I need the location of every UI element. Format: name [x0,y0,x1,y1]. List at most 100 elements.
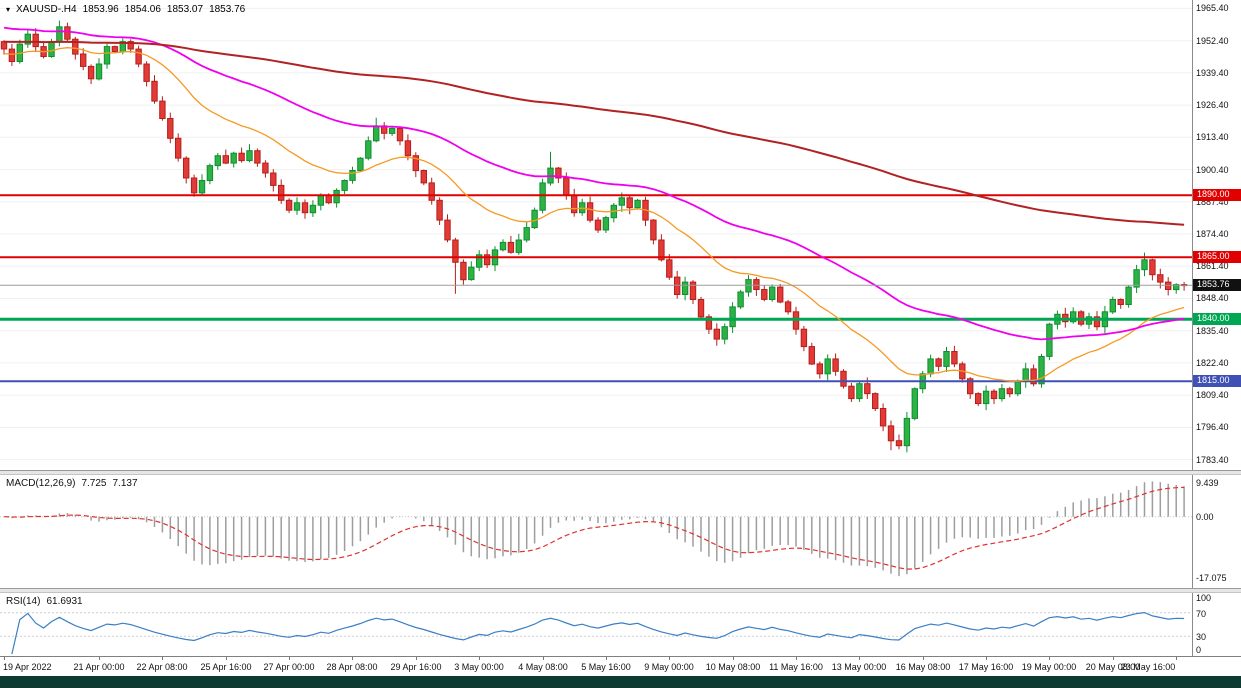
time-tick [733,657,734,660]
candle-down [594,217,602,233]
candle-up [365,136,372,161]
time-label: 22 Apr 08:00 [136,662,188,672]
rsi-label: RSI(14) 61.6931 [6,596,83,607]
candle-down [713,323,720,346]
candle-down [1117,298,1124,309]
candle-up [357,157,364,172]
candle-down [626,195,633,215]
candle-up [349,166,356,184]
candle-down [404,134,412,161]
candle-down [301,199,309,219]
candle-down [1149,258,1156,281]
candle-down [990,389,998,405]
price-tick: 1965.40 [1196,3,1229,14]
rsi-axis[interactable]: 100 70 30 0 [0,593,1241,656]
candle-down [452,237,459,294]
candle-down [808,342,815,365]
candle-down [436,197,443,225]
time-label: 10 May 08:00 [705,662,761,672]
candle-down [190,174,198,197]
candle-up [1070,307,1077,324]
candle-up [721,323,728,345]
ohlc-close: 1853.76 [209,4,246,15]
candle-up [729,302,736,333]
time-label: 19 May 00:00 [1021,662,1077,672]
candle-down [816,361,823,379]
chart-symbol-timeframe: XAUUSD-.H4 [16,4,77,15]
time-label: 3 May 00:00 [454,662,504,672]
price-chart-canvas[interactable] [0,0,1241,470]
time-label: 9 May 00:00 [644,662,694,672]
candle-down [1006,386,1013,398]
candle-down [705,314,713,334]
candle-down [800,326,808,352]
rsi-name: RSI(14) [6,596,41,607]
panel-splitter-macd[interactable] [0,470,1241,475]
candle-down [975,392,982,407]
candle-up [769,284,776,302]
candle-up [911,387,918,421]
time-tick [1176,657,1177,660]
candle-up [341,179,348,195]
candle-down [278,179,285,204]
macd-axis[interactable]: 9.439 0.00 -17.075 [0,475,1241,588]
candle-up [1125,285,1132,308]
price-tick: 1913.40 [1196,132,1229,143]
time-tick [606,657,607,660]
rsi-value: 61.6931 [46,596,83,607]
macd-signal-value: 7.137 [112,478,138,489]
ma-medium-magenta [3,26,1185,341]
candle-down [697,296,705,319]
macd-canvas[interactable] [0,475,1241,588]
candle-down [879,403,887,432]
candle-down [689,280,697,304]
candle-up [293,197,301,215]
candle-down [159,96,166,121]
time-tick [289,657,290,660]
candle-up [737,289,744,310]
current-price-label: 1853.76 [1193,279,1241,292]
price-tick: 1796.40 [1196,422,1229,433]
time-label: 4 May 08:00 [518,662,568,672]
price-line-label: 1840.00 [1193,313,1241,326]
collapse-icon[interactable]: ▾ [6,5,11,14]
macd-name: MACD(12,26,9) [6,478,76,489]
candle-up [468,261,475,281]
candle-up [681,276,689,301]
time-tick [352,657,353,660]
time-label: 21 Apr 00:00 [73,662,125,672]
candle-up [24,29,32,48]
rsi-canvas[interactable] [0,593,1241,656]
time-label: 13 May 00:00 [831,662,887,672]
bottom-bar [0,676,1241,688]
time-tick [479,657,480,660]
price-tick: 1861.40 [1196,261,1229,272]
candle-down [127,39,134,53]
panel-splitter-rsi[interactable] [0,588,1241,593]
candle-down [650,219,657,245]
price-line-label: 1815.00 [1193,375,1241,388]
candle-up [824,354,831,381]
candle-down [222,149,230,165]
candle-up [1109,296,1116,314]
time-axis[interactable]: 19 Apr 2022 21 Apr 00:00 22 Apr 08:00 25 Ap… [0,656,1241,676]
time-label: 27 Apr 00:00 [263,662,315,672]
price-tick: 1822.40 [1196,357,1229,368]
price-axis[interactable]: 1965.40 1952.40 1939.40 1926.40 1913.40 1900.… [0,0,1241,470]
ma-fast-orange [3,47,1185,382]
time-tick [416,657,417,660]
candle-up [998,384,1006,402]
rsi-tick: 70 [1196,608,1207,619]
candle-up [333,188,340,208]
time-label: 19 Apr 2022 [3,662,52,672]
macd-main-value: 7.725 [81,478,107,489]
candle-down [32,28,39,53]
candle-down [270,169,277,192]
time-tick [543,657,544,660]
ohlc-open: 1853.96 [82,4,119,15]
candle-up [943,346,950,372]
candle-down [872,392,879,411]
price-tick: 1783.40 [1196,454,1229,465]
macd-histogram [11,481,1185,577]
candle-down [761,285,768,302]
